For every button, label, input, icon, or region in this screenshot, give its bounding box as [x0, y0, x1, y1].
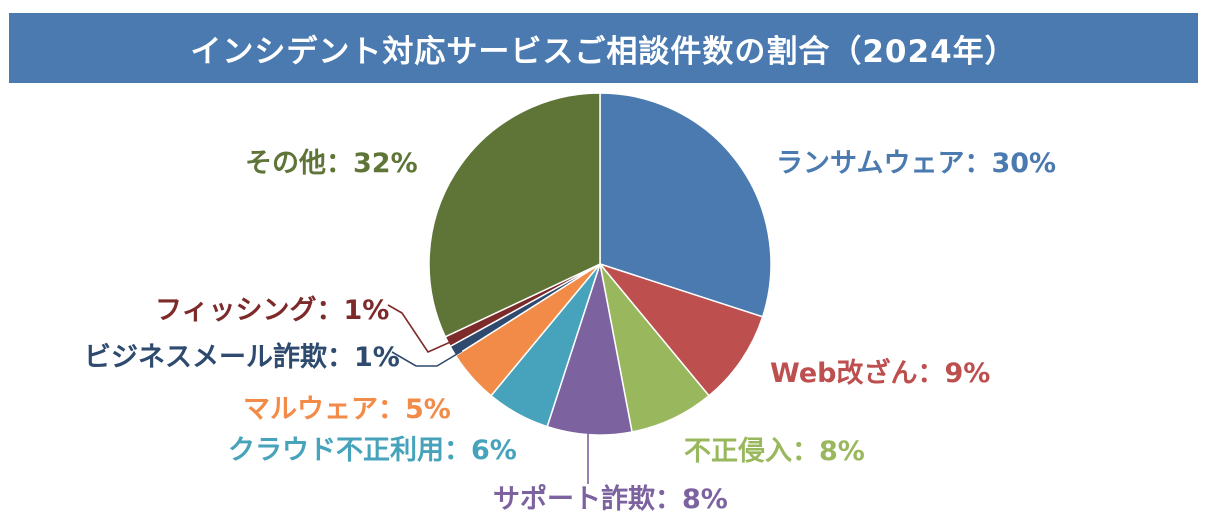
leader-line-8	[387, 304, 456, 354]
slice-label-4: サポート詐欺：8%	[493, 483, 728, 515]
slice-label-3: 不正侵入：8%	[684, 436, 865, 467]
slice-label-7: ビジネスメール詐欺：1%	[84, 341, 400, 373]
slice-label-6: マルウェア：5%	[243, 394, 451, 425]
title-bar: インシデント対応サービスご相談件数の割合（2024年）	[9, 13, 1198, 83]
slice-label-1: ランサムウェア：30%	[776, 148, 1056, 179]
slice-label-2: Web改ざん：9%	[770, 357, 990, 389]
pie-slice-2	[597, 262, 764, 397]
slice-label-8: フィッシング：1%	[155, 294, 389, 326]
leader-line-7	[391, 350, 463, 367]
slice-label-9: その他：32%	[245, 148, 418, 179]
slice-label-5: クラウド不正利用：6%	[228, 435, 517, 466]
pie-slice-1	[599, 92, 772, 318]
chart-title: インシデント対応サービスご相談件数の割合（2024年）	[190, 33, 1017, 70]
pie-slice-9	[428, 92, 601, 338]
